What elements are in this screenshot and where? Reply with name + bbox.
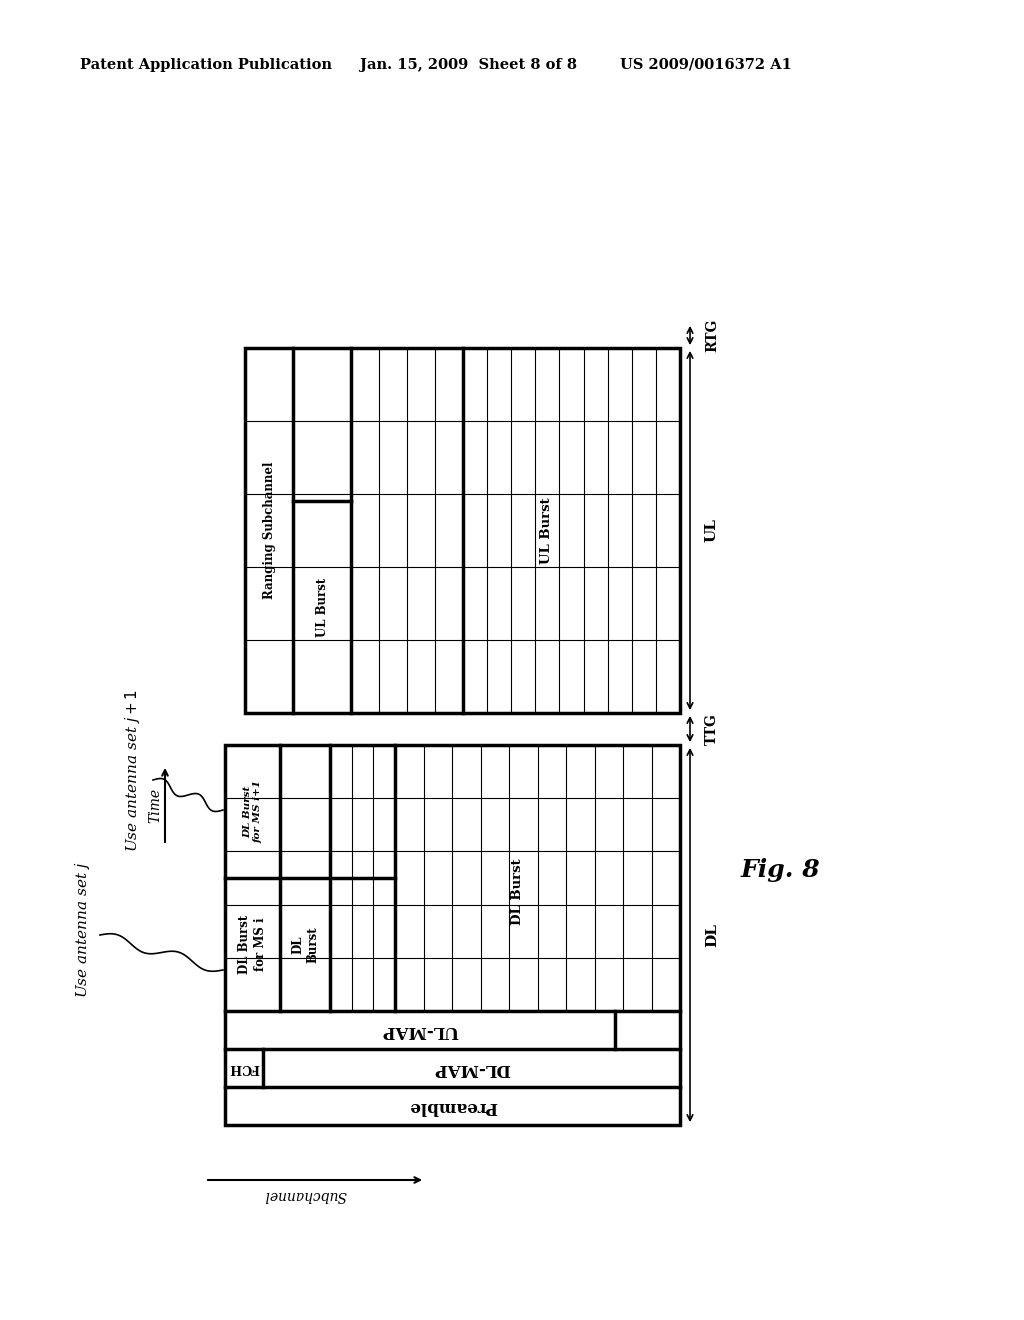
Text: DL Burst: DL Burst: [511, 858, 524, 924]
Text: US 2009/0016372 A1: US 2009/0016372 A1: [620, 58, 792, 73]
Text: UL Burst: UL Burst: [315, 578, 329, 636]
Text: DL
Burst: DL Burst: [291, 927, 319, 962]
Text: DL Burst
for MS i: DL Burst for MS i: [239, 915, 266, 974]
Text: Use antenna set $j+1$: Use antenna set $j+1$: [123, 689, 141, 851]
Text: DL Burst
for MS i+1: DL Burst for MS i+1: [243, 780, 262, 843]
Text: Ranging Subchannel: Ranging Subchannel: [262, 462, 275, 599]
Text: UL: UL: [705, 519, 719, 543]
Bar: [225, 744, 680, 1125]
Text: Subchannel: Subchannel: [264, 1188, 346, 1203]
Text: TTG: TTG: [705, 713, 719, 744]
Text: RTG: RTG: [705, 319, 719, 352]
Bar: [245, 348, 680, 713]
Text: Time: Time: [148, 788, 162, 822]
Text: Patent Application Publication: Patent Application Publication: [80, 58, 332, 73]
Text: UL Burst: UL Burst: [540, 498, 553, 564]
Text: DL: DL: [705, 923, 719, 946]
Text: Fig. 8: Fig. 8: [740, 858, 820, 882]
Text: Use antenna set $j$: Use antenna set $j$: [73, 862, 91, 998]
Text: DL-MAP: DL-MAP: [433, 1060, 510, 1077]
Text: FCH: FCH: [228, 1061, 259, 1074]
Text: UL-MAP: UL-MAP: [382, 1022, 459, 1039]
Text: Jan. 15, 2009  Sheet 8 of 8: Jan. 15, 2009 Sheet 8 of 8: [360, 58, 577, 73]
Text: Preamble: Preamble: [409, 1097, 497, 1114]
